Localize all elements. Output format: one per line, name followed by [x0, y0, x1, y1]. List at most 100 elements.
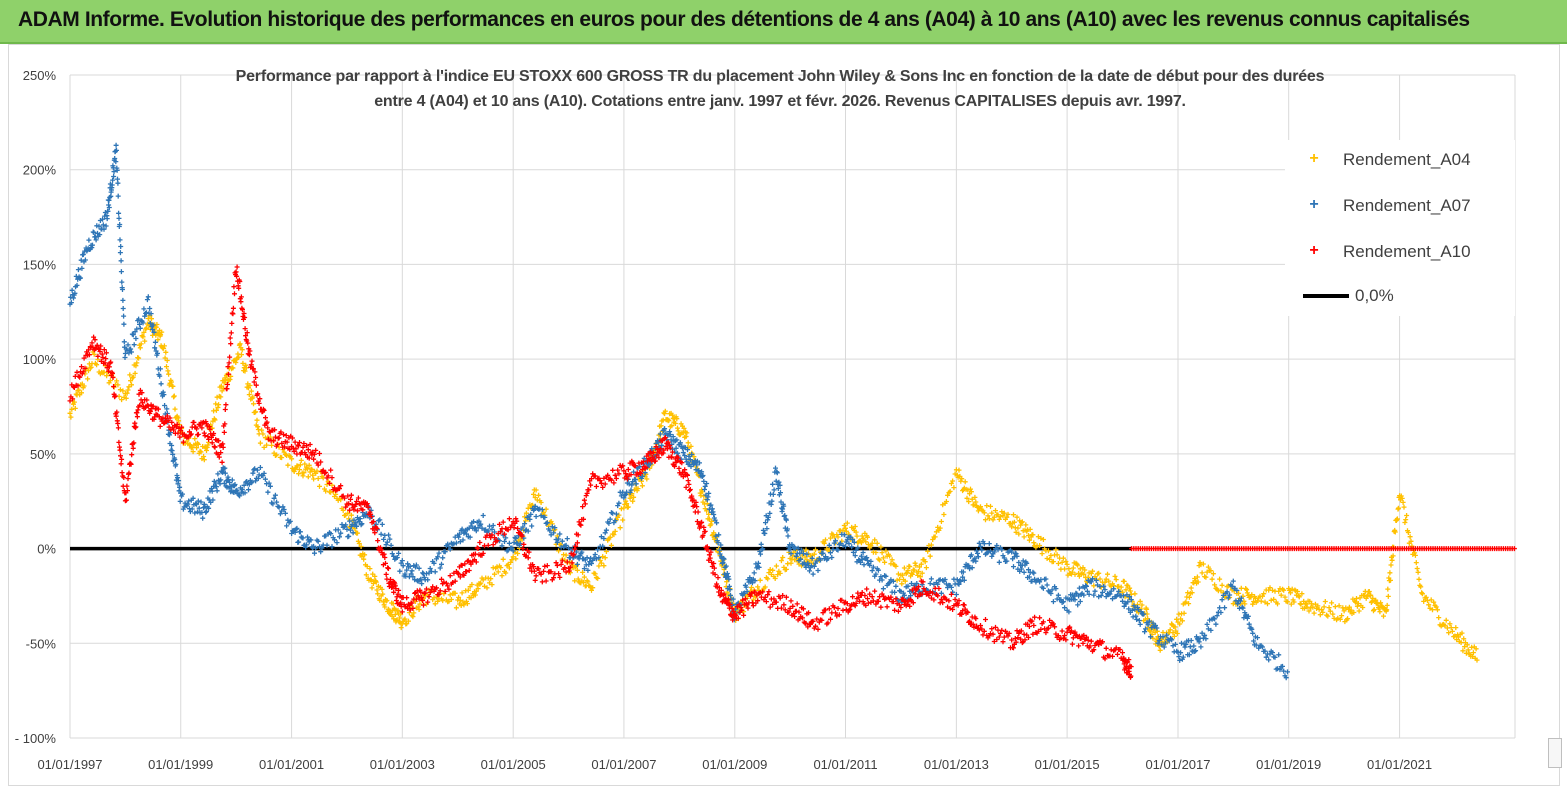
chart-title-line-2: entre 4 (A04) et 10 ans (A10). Cotations…: [374, 93, 1186, 110]
a10-point: [455, 570, 461, 576]
a04-point: [757, 577, 763, 583]
a07-point: [1155, 640, 1161, 646]
a04-point: [1044, 556, 1050, 561]
a10-point: [1128, 664, 1134, 670]
a04-point: [927, 553, 933, 559]
legend-label-a07: Rendement_A07: [1343, 196, 1471, 215]
a04-point: [478, 580, 484, 586]
a07-point: [721, 556, 727, 562]
a04-point: [165, 368, 171, 374]
a07-point: [799, 547, 805, 553]
a10-point: [1006, 630, 1012, 636]
a10-point: [348, 496, 353, 502]
a10-point: [79, 364, 84, 370]
a10-point: [919, 591, 925, 597]
a04-point: [1402, 520, 1408, 525]
a04-point: [515, 551, 521, 556]
a10-point: [160, 415, 166, 421]
a04-point: [137, 345, 143, 351]
a10-point: [409, 600, 415, 606]
a10-point: [337, 486, 342, 492]
a04-point: [392, 606, 398, 612]
a04-point: [472, 592, 478, 598]
a10-point: [354, 499, 360, 504]
a10-point: [687, 488, 693, 493]
a07-point: [726, 576, 732, 582]
a04-point: [1415, 569, 1421, 575]
a10-point: [253, 375, 259, 380]
a04-point: [1304, 604, 1310, 610]
a07-point: [1016, 560, 1022, 565]
a04-point: [1381, 613, 1386, 619]
a04-point: [1421, 598, 1427, 604]
a07-point: [844, 537, 850, 543]
a04-point: [509, 557, 515, 563]
a10-point: [620, 463, 626, 469]
a07-point: [988, 548, 993, 554]
a07-point: [121, 313, 127, 319]
a04-point: [1126, 595, 1132, 601]
a10-point: [305, 447, 311, 453]
a04-point: [750, 597, 756, 603]
a04-point: [356, 541, 362, 546]
a10-point: [226, 360, 232, 366]
a07-point: [1178, 650, 1184, 656]
a10-point: [1128, 673, 1134, 679]
a07-point: [239, 486, 245, 492]
a07-point: [1055, 592, 1061, 598]
a10-point: [1115, 651, 1120, 657]
a10-point: [973, 616, 979, 622]
a04-point: [1258, 598, 1264, 604]
a07-point: [880, 586, 886, 592]
a10-point: [778, 605, 784, 611]
a04-point: [882, 559, 888, 565]
a07-point: [1107, 591, 1113, 597]
a04-point: [788, 560, 794, 566]
a07-point: [250, 470, 256, 476]
a07-point: [631, 469, 637, 475]
a10-point: [238, 294, 244, 300]
a07-point: [1084, 588, 1090, 594]
a10-point: [707, 555, 713, 561]
a10-point: [199, 425, 205, 431]
a04-point: [255, 424, 261, 430]
a04-point: [1030, 532, 1036, 538]
a10-point: [608, 477, 614, 483]
a10-point: [222, 421, 228, 427]
a07-point: [111, 169, 117, 175]
a10-point: [888, 594, 894, 600]
a07-point: [775, 486, 781, 491]
a04-point: [841, 523, 847, 528]
a04-point: [389, 613, 395, 619]
a07-point: [130, 332, 136, 338]
a10-point: [1014, 628, 1020, 634]
a10-point: [520, 546, 526, 552]
a07-point: [858, 553, 864, 559]
a10-point: [313, 447, 319, 453]
a10-tail-point: [1511, 546, 1517, 552]
a07-point: [133, 336, 139, 341]
a07-point: [271, 495, 277, 501]
a10-point: [353, 501, 359, 507]
a10-point: [990, 631, 996, 637]
a04-point: [990, 517, 996, 523]
a04-point: [1015, 525, 1021, 531]
a07-point: [901, 592, 907, 598]
a10-point: [206, 424, 212, 430]
a07-point: [628, 487, 634, 493]
a04-point: [1369, 598, 1375, 604]
a07-point: [164, 406, 170, 412]
a07-point: [440, 555, 446, 561]
a10-point: [807, 622, 813, 627]
a07-point: [222, 470, 228, 476]
a10-point: [151, 416, 157, 422]
a07-point: [200, 515, 206, 521]
a04-point: [314, 468, 320, 474]
a04-point: [585, 579, 591, 585]
a10-point: [525, 555, 531, 561]
a07-point: [261, 470, 267, 476]
a04-point: [1473, 646, 1479, 652]
a07-point: [425, 577, 431, 583]
a04-point: [1470, 654, 1476, 659]
scroll-handle[interactable]: [1548, 738, 1562, 768]
